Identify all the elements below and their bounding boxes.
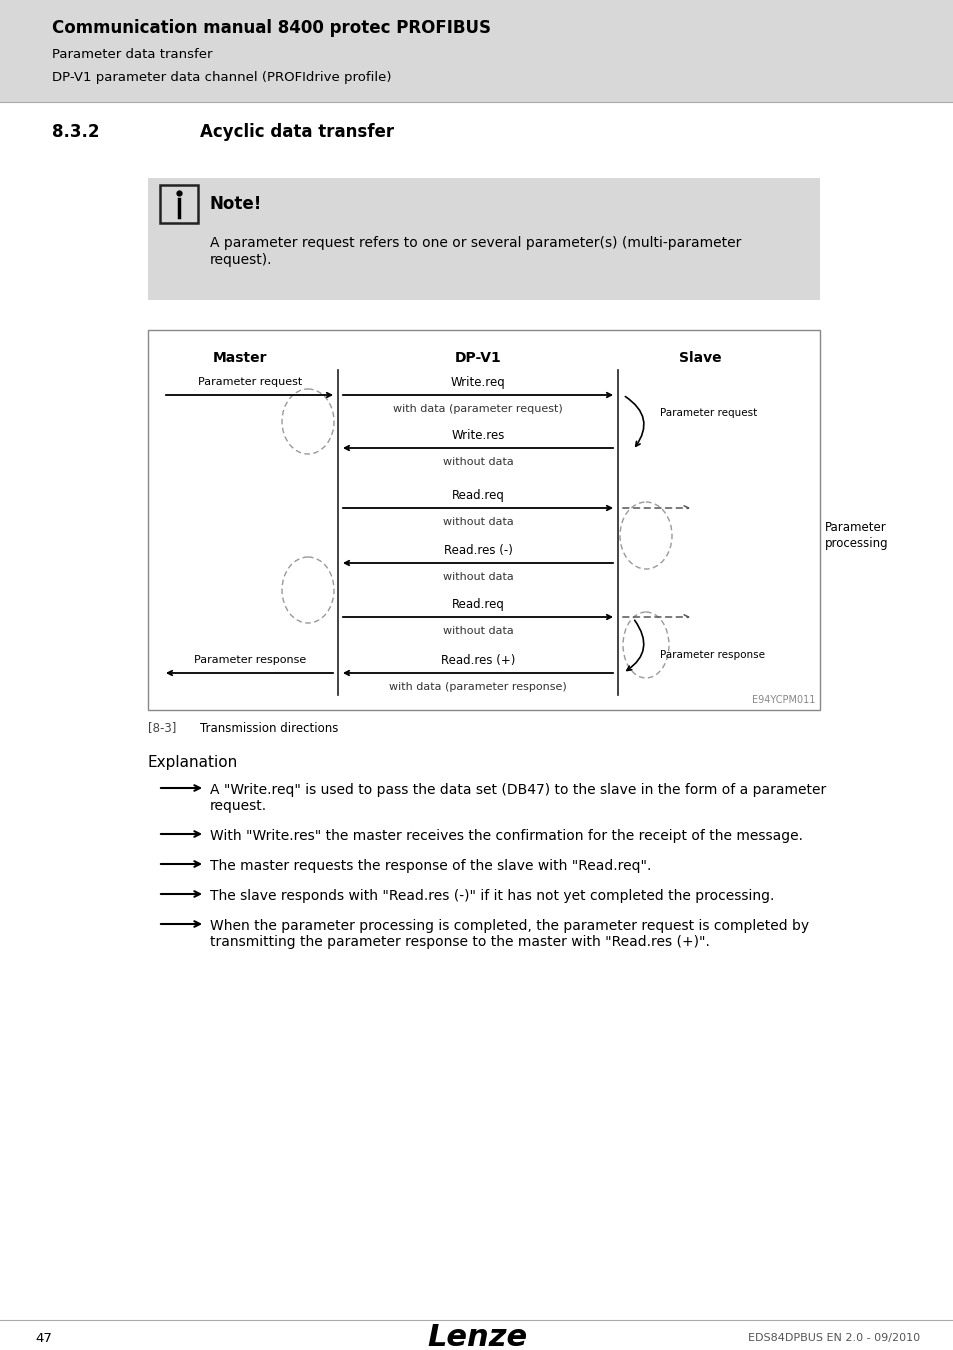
Bar	[160, 185, 198, 223]
Text: A "Write.req" is used to pass the data set (DB47) to the slave in the form of a : A "Write.req" is used to pass the data s…	[210, 783, 825, 796]
Text: without data: without data	[442, 626, 513, 636]
Text: The slave responds with "Read.res (-)" if it has not yet completed the processin: The slave responds with "Read.res (-)" i…	[210, 890, 774, 903]
Bar	[0, 0, 953, 103]
Text: request).: request).	[210, 252, 273, 267]
Text: EDS84DPBUS EN 2.0 - 09/2010: EDS84DPBUS EN 2.0 - 09/2010	[747, 1332, 919, 1343]
Text: Parameter data transfer: Parameter data transfer	[52, 49, 213, 62]
Text: transmitting the parameter response to the master with "Read.res (+)".: transmitting the parameter response to t…	[210, 936, 709, 949]
Text: Parameter response: Parameter response	[194, 655, 306, 666]
Text: DP-V1: DP-V1	[455, 351, 501, 364]
Text: 47: 47	[35, 1331, 51, 1345]
Text: without data: without data	[442, 517, 513, 526]
Text: Acyclic data transfer: Acyclic data transfer	[200, 123, 394, 140]
Text: Transmission directions: Transmission directions	[200, 721, 338, 734]
Text: request.: request.	[210, 799, 267, 813]
Text: With "Write.res" the master receives the confirmation for the receipt of the mes: With "Write.res" the master receives the…	[210, 829, 802, 842]
Text: Write.req: Write.req	[450, 377, 505, 389]
Text: processing: processing	[824, 537, 887, 549]
Text: A parameter request refers to one or several parameter(s) (multi-parameter: A parameter request refers to one or sev…	[210, 236, 740, 250]
Text: Read.res (-): Read.res (-)	[443, 544, 512, 558]
Text: E94YCPM011: E94YCPM011	[751, 695, 814, 705]
Text: Note!: Note!	[210, 194, 262, 213]
Text: [8-3]: [8-3]	[148, 721, 176, 734]
Text: Parameter: Parameter	[824, 521, 886, 535]
Text: Slave: Slave	[678, 351, 720, 364]
Text: Read.res (+): Read.res (+)	[440, 653, 515, 667]
Text: Parameter request: Parameter request	[198, 377, 302, 387]
Text: Lenze: Lenze	[427, 1323, 526, 1350]
Text: The master requests the response of the slave with "Read.req".: The master requests the response of the …	[210, 859, 651, 873]
Text: Write.res: Write.res	[451, 429, 504, 441]
Text: without data: without data	[442, 458, 513, 467]
Text: Read.req: Read.req	[451, 489, 504, 502]
Text: Parameter response: Parameter response	[659, 651, 764, 660]
Text: Explanation: Explanation	[148, 755, 238, 770]
Text: Master: Master	[213, 351, 267, 364]
Text: with data (parameter response): with data (parameter response)	[389, 682, 566, 693]
Text: 8.3.2: 8.3.2	[52, 123, 99, 140]
Text: with data (parameter request): with data (parameter request)	[393, 404, 562, 414]
Text: Communication manual 8400 protec PROFIBUS: Communication manual 8400 protec PROFIBU…	[52, 19, 491, 36]
Bar	[148, 329, 820, 710]
Text: without data: without data	[442, 572, 513, 582]
Text: When the parameter processing is completed, the parameter request is completed b: When the parameter processing is complet…	[210, 919, 808, 933]
Text: Parameter request: Parameter request	[659, 408, 757, 417]
Text: DP-V1 parameter data channel (PROFIdrive profile): DP-V1 parameter data channel (PROFIdrive…	[52, 72, 391, 85]
Bar	[148, 178, 820, 300]
Text: Read.req: Read.req	[451, 598, 504, 612]
